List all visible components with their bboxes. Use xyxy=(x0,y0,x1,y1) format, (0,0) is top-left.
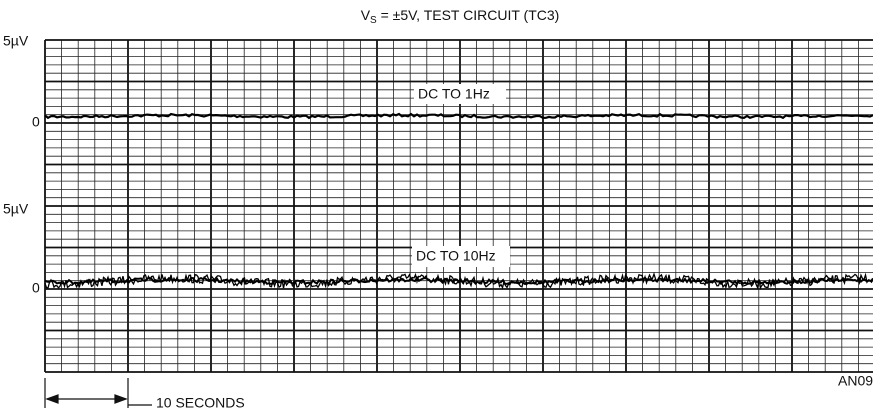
time-scale-label: 10 SECONDS xyxy=(156,395,245,411)
y-label: 5µV xyxy=(3,33,29,49)
y-label: 5µV xyxy=(3,201,29,217)
title: VS = ±5V, TEST CIRCUIT (TC3) xyxy=(361,7,560,26)
strip-chart: VS = ±5V, TEST CIRCUIT (TC3) 5µV 0 5µV 0… xyxy=(0,0,873,411)
figure-id: AN09 FC xyxy=(838,373,873,389)
title-rest: = ±5V, TEST CIRCUIT (TC3) xyxy=(377,7,560,23)
trace-label: DC TO 10Hz xyxy=(416,248,496,264)
y-label: 0 xyxy=(32,280,40,296)
y-label: 0 xyxy=(32,114,40,130)
time-scale-marker xyxy=(45,378,152,408)
trace-label: DC TO 1Hz xyxy=(418,86,490,102)
page: {"title": {"main": "V", "subscript": "S"… xyxy=(0,0,873,411)
